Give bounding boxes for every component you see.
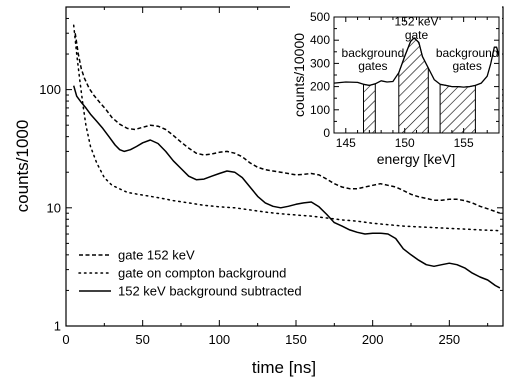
main-y-axis-label: counts/1000 xyxy=(13,120,32,213)
inset-annotation-label: 152 keV xyxy=(394,15,438,29)
legend-label-compton: gate on compton background xyxy=(118,266,286,281)
inset-annotation-label: gate xyxy=(405,28,429,42)
inset-y-ticks: 0 100 200 300 400 500 xyxy=(310,10,499,140)
legend-label-gate-152: gate 152 keV xyxy=(118,248,195,263)
legend: gate 152 keV gate on compton background … xyxy=(78,248,302,299)
inset-x-axis-label: energy [keV] xyxy=(377,151,456,167)
inset-annotation-label: background xyxy=(342,46,405,60)
inset-y-tick-label: 200 xyxy=(310,80,330,94)
inset-spectrum-line xyxy=(333,37,500,88)
y-tick-label: 10 xyxy=(47,200,61,215)
y-tick-label: 100 xyxy=(39,82,61,97)
inset-annotation-label: background xyxy=(436,46,499,60)
inset-background xyxy=(290,4,502,168)
x-tick-label: 200 xyxy=(362,332,384,347)
main-x-axis-label: time [ns] xyxy=(252,358,316,377)
inset-hatched-region-1 xyxy=(363,83,376,134)
inset-annotation-label: gates xyxy=(358,59,387,73)
main-series-group xyxy=(72,24,501,289)
inset-x-tick-label: 155 xyxy=(454,136,474,150)
x-tick-label: 250 xyxy=(438,332,460,347)
inset-x-tick-label: 150 xyxy=(395,136,415,150)
x-tick-label: 0 xyxy=(62,332,69,347)
inset-y-axis-label: counts/10000 xyxy=(291,33,307,117)
x-tick-label: 150 xyxy=(285,332,307,347)
inset-y-tick-label: 0 xyxy=(323,126,330,140)
inset-y-tick-label: 500 xyxy=(310,10,330,24)
y-tick-label: 1 xyxy=(54,319,61,334)
legend-label-subtracted: 152 keV background subtracted xyxy=(118,284,302,299)
inset-series-group xyxy=(333,37,500,88)
inset-hatched-regions xyxy=(363,37,476,134)
series-line-3 xyxy=(72,85,501,289)
inset-annotation-label: gates xyxy=(452,59,481,73)
inset-y-tick-label: 400 xyxy=(310,33,330,47)
inset-y-tick-label: 300 xyxy=(310,56,330,70)
x-tick-label: 100 xyxy=(208,332,230,347)
inset-y-tick-label: 100 xyxy=(310,103,330,117)
inset-hatched-region-3 xyxy=(439,83,476,134)
main-x-ticks: 0 50 100 150 200 250 xyxy=(62,7,489,347)
series-line-1 xyxy=(74,33,501,214)
x-tick-label: 50 xyxy=(135,332,149,347)
inset-x-tick-label: 145 xyxy=(336,136,356,150)
